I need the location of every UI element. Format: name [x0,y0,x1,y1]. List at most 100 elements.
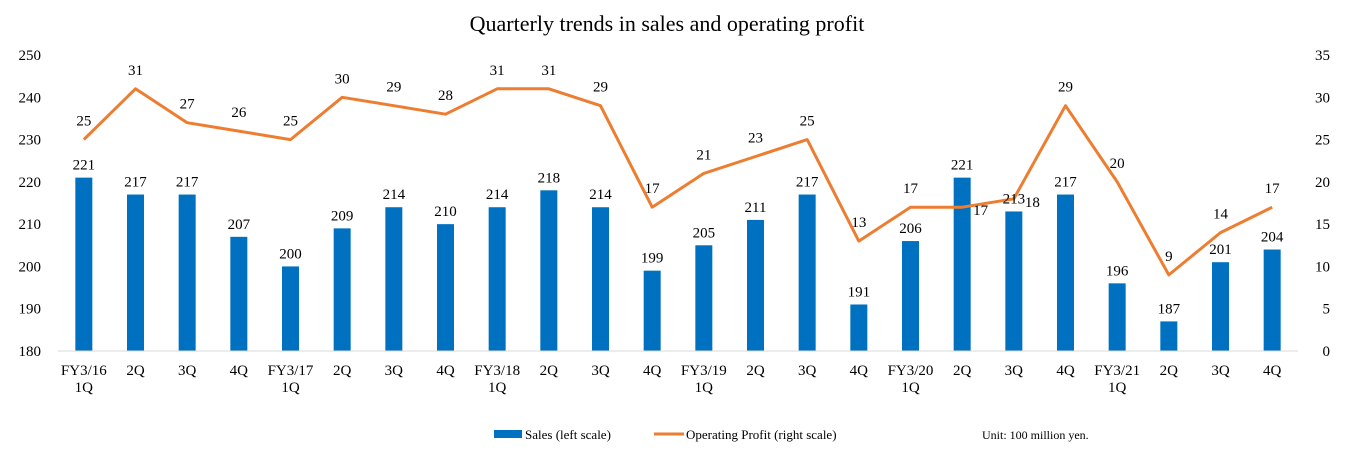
profit-data-label: 20 [1110,156,1125,172]
sales-data-label: 210 [434,204,457,220]
x-axis-tick-label: 3Q [1211,363,1230,379]
x-axis-tick-label: FY3/21 1Q [1094,363,1140,396]
left-axis-tick-label: 190 [19,302,42,318]
sales-data-label: 206 [899,221,922,237]
sales-bar [1005,211,1023,351]
left-axis-tick-label: 250 [19,48,42,64]
profit-data-label: 17 [973,203,989,219]
x-axis-tick-label: 4Q [850,363,869,379]
left-axis-tick-label: 200 [19,259,42,275]
sales-bar [540,190,558,351]
profit-data-label: 17 [645,181,661,197]
right-axis-tick-label: 25 [1315,133,1330,149]
sales-data-label: 213 [1003,191,1026,207]
x-axis-tick-label: FY3/16 1Q [61,363,107,396]
x-axis-tick-label: 2Q [953,363,972,379]
sales-data-label: 200 [279,246,302,262]
sales-bar [75,177,93,351]
sales-data-label: 205 [693,225,716,241]
sales-data-label: 191 [848,284,871,300]
sales-bar [1212,262,1229,351]
x-axis-tick-label: 3Q [591,363,610,379]
profit-data-label: 31 [490,63,505,79]
right-axis-tick-label: 5 [1323,302,1331,318]
chart-title: Quarterly trends in sales and operating … [470,11,865,36]
x-axis-tick-label: FY3/17 1Q [268,363,314,396]
legend-label-sales: Sales (left scale) [525,427,611,442]
x-axis-tick-label: 3Q [385,363,404,379]
sales-data-label: 204 [1261,230,1284,246]
sales-data-label: 214 [589,187,612,203]
right-axis-tick-label: 20 [1315,175,1330,191]
x-axis-tick-label: 2Q [333,363,352,379]
sales-data-label: 221 [951,158,974,174]
right-axis-tick-label: 30 [1315,90,1330,106]
profit-data-label: 29 [386,80,401,96]
right-axis-tick-label: 35 [1315,48,1330,64]
profit-data-label: 17 [1265,181,1281,197]
sales-bars [75,177,1281,351]
profit-line-path [82,87,1273,277]
profit-data-label: 14 [1213,207,1229,223]
sales-data-label: 196 [1106,263,1129,279]
sales-bar [747,219,764,351]
right-y-axis: 0 5 10 15 20 25 30 35 [1315,48,1330,360]
left-axis-tick-label: 220 [19,175,42,191]
profit-data-label: 13 [851,215,866,231]
legend-swatch-sales [494,430,522,438]
sales-data-label: 217 [1054,175,1077,191]
sales-bar [1057,194,1074,351]
profit-data-label: 28 [438,88,453,104]
x-axis-tick-label: 3Q [178,363,197,379]
x-axis: FY3/16 1Q 2Q 3Q 4Q FY3/17 1Q 2Q 3Q 4Q FY3/18 1Q 2Q 3Q… [58,350,1298,396]
sales-data-label: 207 [228,217,251,233]
x-axis-tick-label: 2Q [746,363,765,379]
sales-bar [1108,283,1126,351]
sales-bar [695,245,713,351]
profit-data-label: 21 [696,147,711,163]
sales-bar [902,241,919,351]
sales-bar [230,236,248,351]
profit-data-label: 27 [180,97,196,113]
profit-data-label: 17 [903,181,919,197]
x-axis-tick-label: 3Q [798,363,817,379]
x-axis-tick-label: 2Q [1160,363,1179,379]
x-axis-tick-label: 4Q [230,363,249,379]
sales-bar [798,194,816,351]
legend: Sales (left scale) Operating Profit (rig… [494,427,1089,442]
x-axis-tick-label: FY3/18 1Q [474,363,520,396]
sales-bar [643,270,661,351]
x-axis-tick-label: 4Q [436,363,455,379]
x-axis-tick-label: 4Q [643,363,662,379]
x-axis-tick-label: 4Q [1056,363,1075,379]
sales-bar [437,224,454,351]
sales-data-label: 209 [331,208,354,224]
x-axis-tick-label: FY3/19 1Q [681,363,727,396]
x-axis-tick-label: 3Q [1005,363,1024,379]
profit-data-label: 30 [335,71,350,87]
left-axis-tick-label: 180 [19,344,42,360]
sales-data-label: 211 [745,200,767,216]
profit-data-label: 25 [76,114,91,130]
x-axis-tick-label: 4Q [1263,363,1282,379]
x-axis-tick-label: 2Q [126,363,145,379]
sales-bar [385,207,403,351]
legend-label-profit: Operating Profit (right scale) [686,427,837,442]
left-axis-tick-label: 210 [19,217,42,233]
x-axis-tick-label: FY3/20 1Q [888,363,934,396]
profit-data-label: 9 [1165,249,1173,265]
sales-bar [850,304,868,351]
x-axis-tick-label: 2Q [540,363,559,379]
sales-bar [127,194,144,351]
right-axis-tick-label: 10 [1315,259,1330,275]
operating-profit-line [82,87,1273,277]
sales-bar [282,266,299,351]
sales-bar [178,194,196,351]
sales-bar [1160,321,1178,351]
profit-data-label: 26 [231,105,247,121]
left-y-axis: 180 190 200 210 220 230 240 250 [19,48,42,360]
sales-data-label: 217 [796,175,819,191]
profit-data-label: 31 [541,63,556,79]
